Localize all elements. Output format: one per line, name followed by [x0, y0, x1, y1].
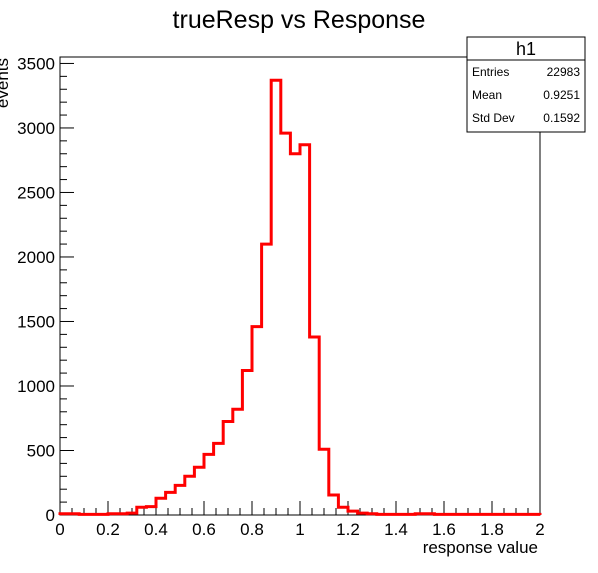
stats-box: h1 Entries 22983 Mean 0.9251 Std Dev 0.1… [466, 36, 586, 133]
x-tick-label: 0.4 [144, 520, 168, 539]
chart-title: trueResp vs Response [173, 6, 426, 34]
y-tick-label: 500 [27, 441, 55, 460]
stats-entries-value: 22983 [547, 65, 581, 79]
x-tick-label: 0.6 [192, 520, 216, 539]
stats-box-title: h1 [516, 39, 536, 59]
y-axis-label: events [0, 58, 12, 108]
x-tick-label: 0.8 [240, 520, 264, 539]
x-tick-label: 1.4 [384, 520, 408, 539]
x-tick-label: 1.6 [432, 520, 456, 539]
y-tick-label: 2000 [17, 248, 55, 267]
x-tick-label: 1 [295, 520, 304, 539]
stats-mean-value: 0.9251 [543, 88, 580, 102]
y-tick-label: 0 [46, 506, 55, 525]
y-tick-label: 3000 [17, 119, 55, 138]
y-axis-ticks: 0 500 1000 1500 2000 2500 3000 3500 [17, 54, 74, 525]
x-tick-label: 0 [55, 520, 64, 539]
x-tick-label: 0.2 [96, 520, 120, 539]
x-tick-label: 1.2 [336, 520, 360, 539]
stats-stddev-value: 0.1592 [543, 111, 580, 125]
stats-stddev-label: Std Dev [472, 111, 515, 125]
histogram-series [58, 78, 542, 516]
y-tick-label: 2500 [17, 183, 55, 202]
x-axis-label: response value [423, 538, 538, 557]
x-tick-label: 2 [535, 520, 544, 539]
y-tick-label: 1000 [17, 377, 55, 396]
y-tick-label: 3500 [17, 54, 55, 73]
stats-mean-label: Mean [472, 88, 502, 102]
x-axis-ticks: 0 0.2 0.4 0.6 0.8 1 1.2 1.4 1.6 1.8 2 [55, 501, 545, 539]
stats-entries-label: Entries [472, 65, 509, 79]
y-tick-label: 1500 [17, 312, 55, 331]
x-tick-label: 1.8 [480, 520, 504, 539]
